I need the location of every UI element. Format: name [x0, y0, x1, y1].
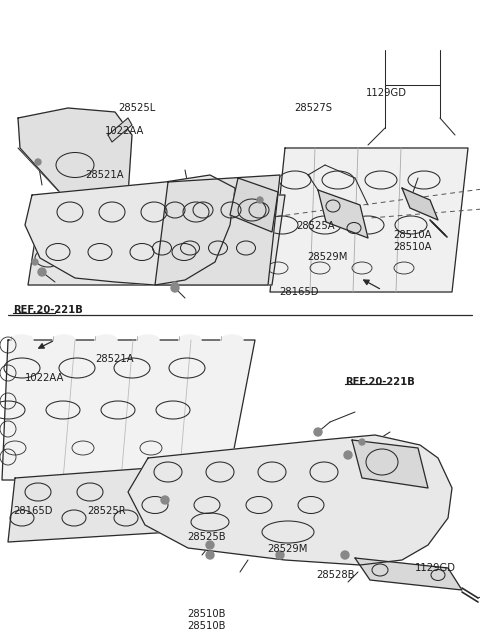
Polygon shape	[28, 195, 285, 285]
Text: 28529M: 28529M	[307, 252, 348, 262]
Ellipse shape	[179, 335, 201, 345]
Circle shape	[206, 541, 214, 549]
Circle shape	[276, 551, 284, 559]
Polygon shape	[18, 108, 132, 210]
Text: 28510B
28510B: 28510B 28510B	[187, 609, 226, 631]
Text: 28527S: 28527S	[295, 103, 333, 113]
Polygon shape	[108, 118, 132, 142]
Ellipse shape	[221, 335, 243, 345]
Text: 28165D: 28165D	[13, 506, 53, 516]
Circle shape	[32, 259, 38, 265]
Text: 28510A
28510A: 28510A 28510A	[394, 230, 432, 252]
Polygon shape	[25, 175, 235, 285]
Circle shape	[38, 268, 46, 276]
Text: 28528B: 28528B	[316, 570, 354, 580]
Text: 28529M: 28529M	[267, 544, 307, 555]
Polygon shape	[352, 440, 428, 488]
Polygon shape	[2, 340, 255, 480]
Circle shape	[161, 496, 169, 504]
Text: REF.20-221B: REF.20-221B	[13, 305, 83, 315]
Circle shape	[257, 197, 263, 203]
Polygon shape	[230, 178, 278, 232]
Polygon shape	[155, 175, 280, 285]
Polygon shape	[128, 435, 452, 565]
Circle shape	[341, 551, 349, 559]
Text: 28521A: 28521A	[85, 170, 124, 181]
Ellipse shape	[53, 335, 75, 345]
Polygon shape	[8, 460, 258, 542]
Circle shape	[314, 428, 322, 436]
Text: 1129GD: 1129GD	[415, 563, 456, 574]
Circle shape	[171, 284, 179, 292]
Polygon shape	[355, 558, 462, 590]
Text: REF.20-221B: REF.20-221B	[345, 377, 414, 387]
Text: 28525R: 28525R	[87, 506, 126, 516]
Text: 28165D: 28165D	[279, 287, 319, 298]
Text: 28525B: 28525B	[187, 532, 226, 542]
Text: 28521A: 28521A	[95, 354, 133, 364]
Polygon shape	[318, 190, 368, 238]
Text: 28525A: 28525A	[297, 221, 335, 232]
Circle shape	[35, 159, 41, 165]
Text: 1022AA: 1022AA	[25, 373, 64, 383]
Circle shape	[359, 439, 365, 445]
Circle shape	[206, 551, 214, 559]
Polygon shape	[402, 188, 438, 220]
Ellipse shape	[95, 335, 117, 345]
Ellipse shape	[137, 335, 159, 345]
Ellipse shape	[11, 335, 33, 345]
Text: 1022AA: 1022AA	[105, 126, 144, 136]
Text: 1129GD: 1129GD	[366, 88, 407, 98]
Circle shape	[172, 282, 178, 288]
Text: 28525L: 28525L	[119, 103, 156, 113]
Polygon shape	[270, 148, 468, 292]
Circle shape	[344, 451, 352, 459]
